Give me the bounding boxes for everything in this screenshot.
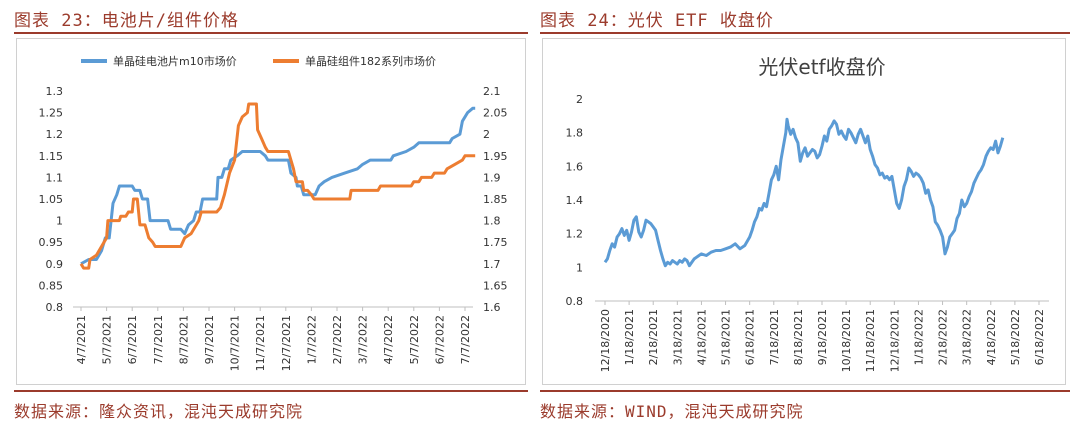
x-tick-label: 12/7/2021 [280,315,293,371]
y-tick-label: 0.8 [566,295,584,308]
left-y-tick-label: 1.2 [46,128,64,141]
x-tick-label: 9/18/2021 [816,309,829,365]
series-line-1 [79,102,476,270]
right-chart-panel: 光伏etf收盘价 0.8 1 1.2 1.4 1.6 1.8 2 12/18/2020 1/18/… [542,38,1066,385]
x-tick-label: 12/18/2020 [599,309,612,372]
series-line-0 [80,106,476,266]
y-tick-label: 1.8 [566,127,584,140]
right-source-rule [540,390,1070,392]
right-y-tick-label: 1.75 [483,236,508,249]
left-y-tick-label: 0.9 [46,258,64,271]
x-tick-label: 5/7/2021 [101,315,114,364]
x-tick-label: 7/7/2022 [459,315,472,364]
x-tick-label: 5/7/2022 [408,315,421,364]
right-y-tick-label: 1.7 [483,258,501,271]
y-tick-label: 2 [576,93,583,106]
x-tick-label: 5/18/2022 [1009,309,1022,365]
x-tick-label: 12/18/2021 [888,309,901,372]
x-tick-label: 1/18/2021 [623,309,636,365]
right-y-tick-label: 1.65 [483,279,508,292]
y-tick-label: 1.2 [566,228,584,241]
x-tick-label: 1/7/2022 [305,315,318,364]
left-y-tick-label: 1.05 [39,193,64,206]
x-tick-label: 9/7/2021 [203,315,216,364]
right-chart-svg: 光伏etf收盘价 0.8 1 1.2 1.4 1.6 1.8 2 12/18/2020 1/18/… [566,55,1049,372]
x-tick-label: 4/7/2021 [75,315,88,364]
legend-label-1: 单晶硅组件182系列市场价 [305,54,436,68]
x-tick-label: 3/18/2022 [961,309,974,365]
left-figure-source: 数据来源：隆众资讯，混沌天成研究院 [14,402,304,421]
x-tick-label: 10/7/2021 [229,315,242,371]
x-tick-label: 7/7/2021 [152,315,165,364]
x-tick-label: 4/18/2021 [695,309,708,365]
x-tick-label: 2/18/2021 [647,309,660,365]
x-tick-label: 5/18/2021 [720,309,733,365]
x-tick-label: 6/18/2021 [744,309,757,365]
x-tick-label: 6/18/2022 [1033,309,1046,365]
left-y-tick-label: 1.1 [46,171,64,184]
right-title-rule [540,32,1070,34]
x-tick-label: 11/18/2021 [864,309,877,372]
chart-title: 光伏etf收盘价 [758,55,885,79]
left-chart-panel: 0.8 0.85 0.9 0.95 1 1.05 1.1 1.15 1.2 1.25 1.3 1.6 1… [16,38,526,385]
x-tick-label: 2/18/2022 [937,309,950,365]
right-figure-title: 图表 24：光伏 ETF 收盘价 [540,11,774,31]
x-tick-label: 8/7/2021 [177,315,190,364]
x-tick-label: 6/7/2022 [433,315,446,364]
x-tick-label: 8/18/2021 [792,309,805,365]
y-tick-label: 1.6 [566,160,584,173]
left-title-rule [14,32,528,34]
right-y-tick-label: 2.1 [483,85,501,98]
right-y-tick-label: 1.85 [483,193,508,206]
x-tick-label: 7/18/2021 [768,309,781,365]
left-chart-svg: 0.8 0.85 0.9 0.95 1 1.05 1.1 1.15 1.2 1.25 1.3 1.6 1… [39,54,508,371]
left-y-tick-label: 1.3 [46,85,64,98]
right-y-tick-label: 1.8 [483,215,501,228]
right-y-tick-label: 1.95 [483,150,508,163]
right-figure-source: 数据来源：WIND，混沌天成研究院 [540,402,804,421]
right-y-tick-label: 2 [483,128,490,141]
legend-label-0: 单晶硅电池片m10市场价 [113,54,237,68]
y-tick-label: 1.4 [566,194,584,207]
left-figure-title: 图表 23：电池片/组件价格 [14,11,239,31]
left-y-tick-label: 1.25 [39,107,64,120]
x-tick-label: 2/7/2022 [331,315,344,364]
x-tick-label: 1/18/2022 [912,309,925,365]
left-y-tick-label: 0.85 [39,279,64,292]
x-tick-label: 3/18/2021 [671,309,684,365]
x-tick-label: 6/7/2021 [126,315,139,364]
left-source-rule [14,390,528,392]
y-tick-label: 1 [576,261,583,274]
x-tick-label: 10/18/2021 [840,309,853,372]
x-tick-label: 4/18/2022 [985,309,998,365]
left-y-tick-label: 1.15 [39,150,64,163]
right-y-tick-label: 1.6 [483,301,501,314]
right-y-tick-label: 1.9 [483,171,501,184]
x-tick-label: 4/7/2022 [382,315,395,364]
etf-series-line [603,117,1005,268]
x-tick-label: 3/7/2022 [357,315,370,364]
left-y-tick-label: 0.8 [46,301,64,314]
left-y-tick-label: 0.95 [39,236,64,249]
right-y-tick-label: 2.05 [483,107,508,120]
x-tick-label: 11/7/2021 [254,315,267,371]
left-y-tick-label: 1 [56,215,63,228]
